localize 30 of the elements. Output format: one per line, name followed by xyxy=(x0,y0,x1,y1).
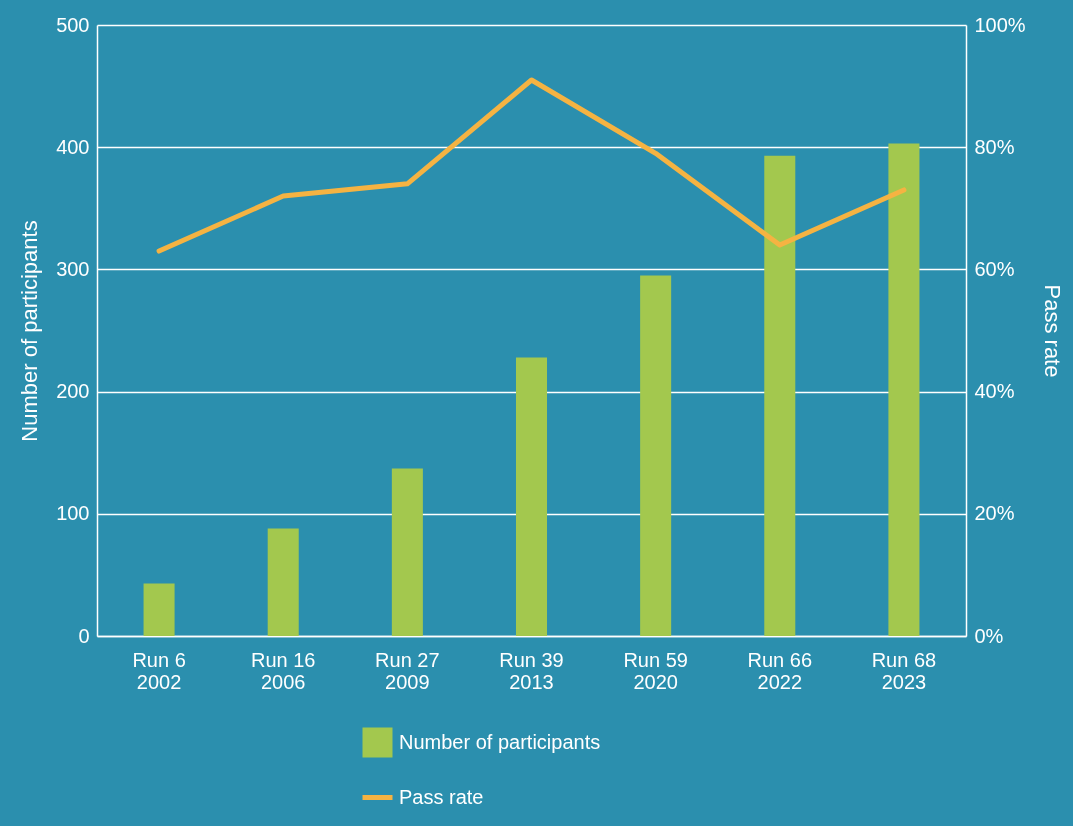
bar xyxy=(515,357,548,636)
y-axis-title: Number of participants xyxy=(17,220,43,442)
x-tick-label: Run 39 2013 xyxy=(499,648,564,693)
bar xyxy=(267,528,299,636)
bar xyxy=(764,155,796,636)
y2-axis-title: Pass rate xyxy=(1039,284,1065,378)
y2-tick-label: 20% xyxy=(974,502,1015,525)
x-tick-label: Run 66 2022 xyxy=(747,648,813,693)
y2-tick-label: 40% xyxy=(974,380,1015,403)
bar xyxy=(391,468,423,636)
y-tick-label: 0 xyxy=(78,624,90,647)
bar xyxy=(143,583,175,636)
bar xyxy=(888,143,920,636)
x-tick-label: Run 27 2009 xyxy=(375,648,440,693)
y-tick-label: 300 xyxy=(56,257,90,280)
x-tick-label: Run 59 2020 xyxy=(623,648,688,693)
legend-label: Pass rate xyxy=(399,785,484,808)
y-tick-label: 500 xyxy=(56,13,90,36)
y2-tick-label: 100% xyxy=(974,13,1026,36)
y-tick-label: 400 xyxy=(56,135,90,158)
y2-tick-label: 0% xyxy=(974,624,1004,647)
legend-label: Number of participants xyxy=(399,730,601,753)
y2-tick-label: 60% xyxy=(974,257,1015,280)
y2-tick-label: 80% xyxy=(974,135,1015,158)
x-tick-label: Run 6 2002 xyxy=(132,648,186,693)
x-tick-label: Run 16 2006 xyxy=(250,648,316,693)
y-tick-label: 100 xyxy=(56,502,90,525)
bar xyxy=(640,275,672,636)
x-tick-label: Run 68 2023 xyxy=(871,648,937,693)
y-tick-label: 200 xyxy=(56,380,90,403)
